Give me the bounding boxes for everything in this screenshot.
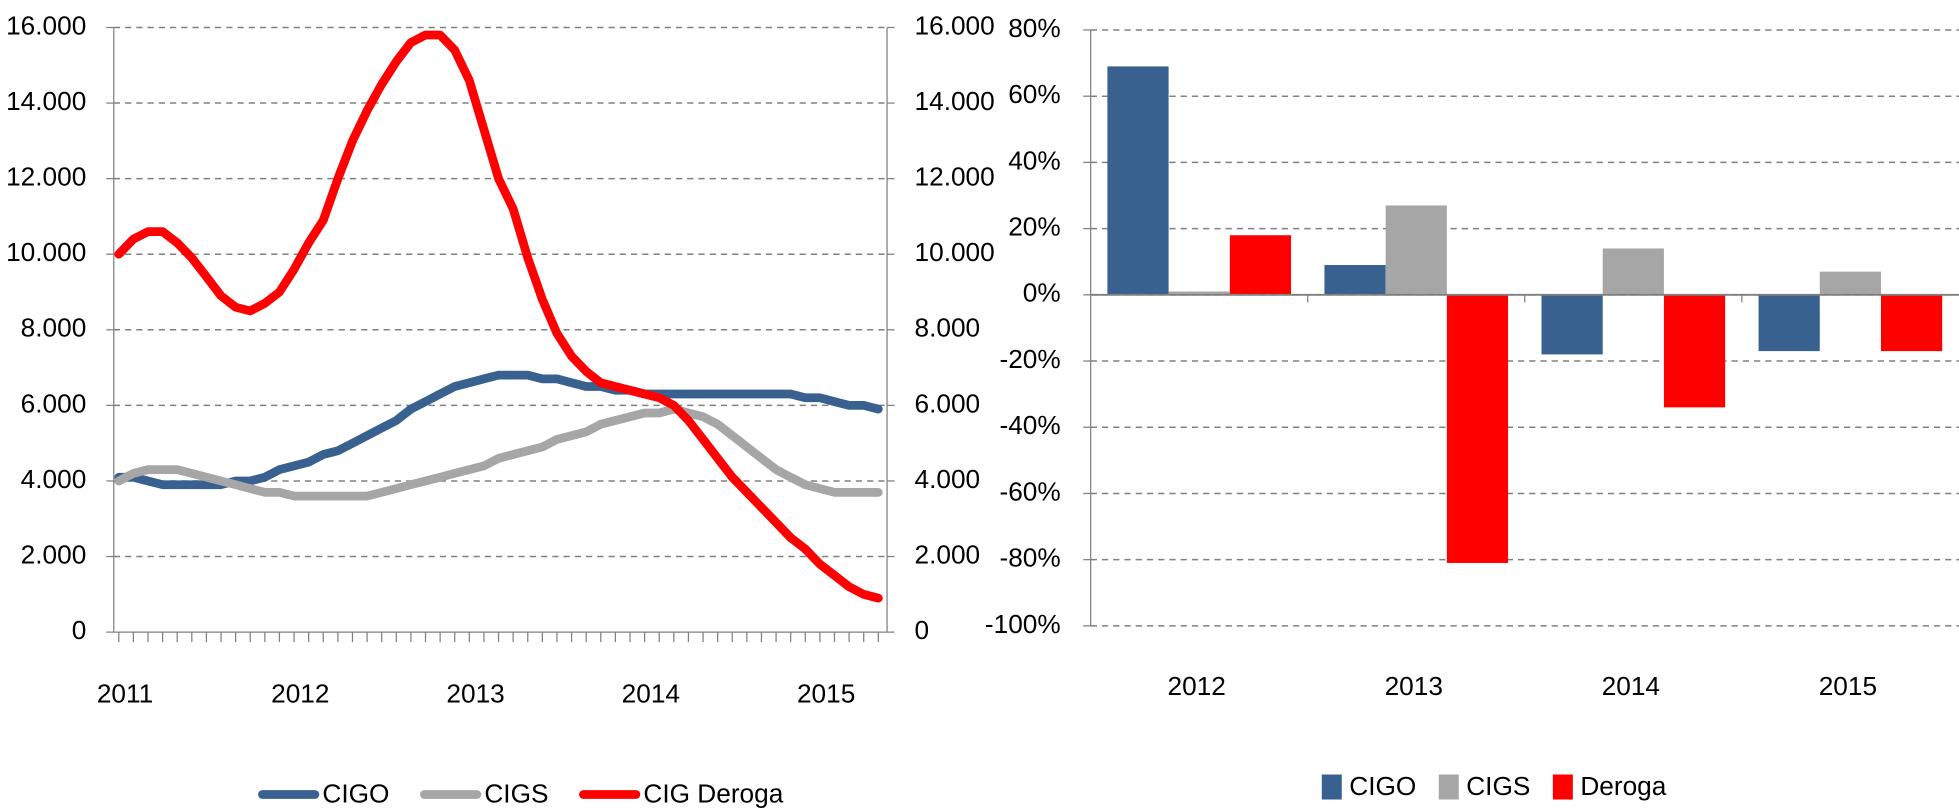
- y-tick-label: -60%: [999, 476, 1060, 506]
- legend-label: CIGS: [484, 779, 548, 809]
- bar: [1758, 294, 1820, 352]
- legend-label: Deroga: [1580, 771, 1666, 801]
- y-tick-label: -100%: [985, 609, 1061, 639]
- bar: [1880, 294, 1943, 352]
- y2-tick-label: 16.000: [915, 10, 995, 40]
- y-tick-label: 0%: [1023, 278, 1061, 308]
- y2-tick-label: 10.000: [915, 237, 995, 267]
- y-tick-label: 6.000: [21, 388, 87, 418]
- legend-swatch: [1321, 774, 1342, 800]
- legend-label: CIGO: [322, 779, 389, 809]
- x-tick-label: 2011: [97, 679, 153, 709]
- line-series: [114, 30, 883, 603]
- x-tick-label: 2015: [1819, 671, 1877, 701]
- x-tick-label: 2014: [622, 679, 680, 709]
- y-tick-label: -80%: [999, 543, 1060, 573]
- y-tick-label: 0: [72, 615, 87, 645]
- line-series: [114, 370, 883, 490]
- bar: [1541, 294, 1603, 355]
- y2-tick-label: 14.000: [915, 86, 995, 116]
- legend-label: CIGO: [1349, 771, 1416, 801]
- y-tick-label: 10.000: [6, 237, 86, 267]
- line-series: [114, 404, 883, 501]
- legend-label: CIGS: [1466, 771, 1530, 801]
- x-tick-label: 2013: [446, 679, 504, 709]
- bar: [1168, 291, 1230, 295]
- y-tick-label: 40%: [1008, 145, 1060, 175]
- x-tick-label: 2012: [1168, 671, 1226, 701]
- bar: [1819, 271, 1881, 295]
- y2-tick-label: 12.000: [915, 162, 995, 192]
- bar: [1446, 294, 1509, 563]
- y2-tick-label: 8.000: [915, 313, 981, 343]
- x-tick-label: 2014: [1602, 671, 1660, 701]
- bar: [1663, 294, 1726, 408]
- y-tick-label: -20%: [999, 344, 1060, 374]
- bar: [1324, 265, 1386, 295]
- y2-tick-label: 2.000: [915, 539, 981, 569]
- y2-tick-label: 6.000: [915, 388, 981, 418]
- bar: [1385, 205, 1447, 295]
- legend-swatch: [1438, 774, 1459, 800]
- y-tick-label: 4.000: [21, 464, 87, 494]
- y-tick-label: 80%: [1008, 13, 1060, 43]
- y-tick-label: 20%: [1008, 212, 1060, 242]
- bar: [1229, 235, 1292, 295]
- bar: [1107, 66, 1169, 295]
- x-tick-label: 2015: [797, 679, 855, 709]
- legend-label: CIG Deroga: [643, 779, 783, 809]
- y2-tick-label: 4.000: [915, 464, 981, 494]
- bar: [1602, 248, 1664, 295]
- x-tick-label: 2013: [1385, 671, 1443, 701]
- y-tick-label: 16.000: [6, 10, 86, 40]
- y-tick-label: 2.000: [21, 539, 87, 569]
- legend-swatch: [1552, 774, 1573, 800]
- y-tick-label: 8.000: [21, 313, 87, 343]
- y-tick-label: 12.000: [6, 162, 86, 192]
- y-tick-label: 60%: [1008, 79, 1060, 109]
- y2-tick-label: 0: [915, 615, 930, 645]
- y-tick-label: 14.000: [6, 86, 86, 116]
- y-tick-label: -40%: [999, 410, 1060, 440]
- x-tick-label: 2012: [271, 679, 329, 709]
